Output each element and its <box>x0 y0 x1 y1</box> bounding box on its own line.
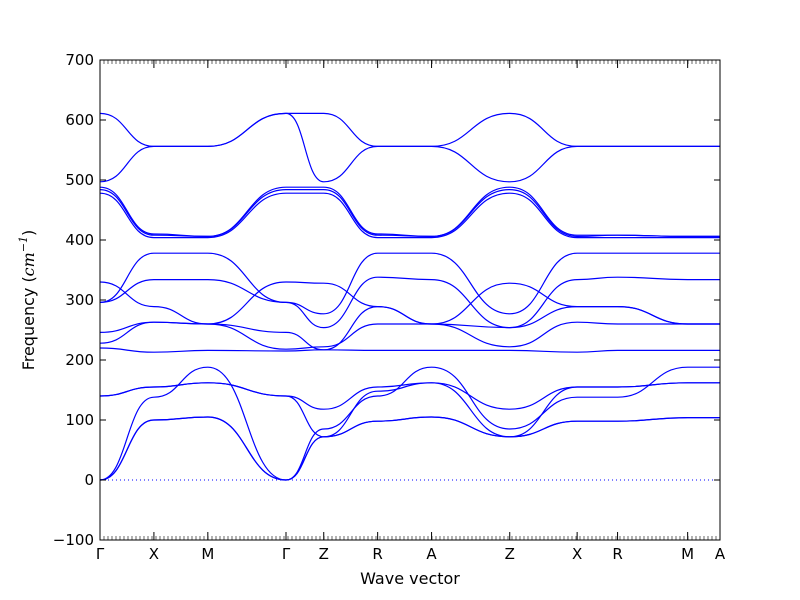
phonon-branch-11 <box>99 281 720 325</box>
x-tick-label: X <box>572 545 582 563</box>
x-tick-label: A <box>426 545 437 563</box>
x-tick-label: Γ <box>96 545 105 563</box>
x-tick-label: M <box>201 545 214 563</box>
phonon-branch-12 <box>99 192 720 239</box>
y-tick-label: 400 <box>65 231 94 249</box>
y-axis-title-exponent: −1 <box>17 236 30 252</box>
series-lines <box>99 112 720 481</box>
y-tick-label: 0 <box>84 471 94 489</box>
x-tick-label: X <box>149 545 159 563</box>
y-axis-title-suffix: ) <box>19 230 38 236</box>
phonon-branch-8 <box>99 305 720 351</box>
phonon-branch-16 <box>99 112 720 183</box>
phonon-branch-3 <box>99 366 720 481</box>
y-tick-label: −100 <box>53 531 94 549</box>
x-tick-label: R <box>612 545 622 563</box>
phonon-branch-6 <box>99 347 720 353</box>
phonon-branch-7 <box>99 321 720 350</box>
x-tick-label: Z <box>505 545 515 563</box>
y-tick-label: 300 <box>65 291 94 309</box>
x-tick-label: A <box>715 545 726 563</box>
y-axis-ticks: −100 0 100 200 300 400 500 600 700 <box>53 51 720 549</box>
phonon-branch-9 <box>99 276 720 329</box>
y-axis-title: Frequency (cm−1) <box>17 230 38 371</box>
x-tick-label: M <box>681 545 694 563</box>
phonon-branch-15 <box>99 112 720 183</box>
y-tick-label: 600 <box>65 111 94 129</box>
phonon-branch-10 <box>99 252 720 315</box>
y-tick-label: 100 <box>65 411 94 429</box>
y-axis-title-prefix: Frequency ( <box>19 276 38 370</box>
phonon-branch-5 <box>99 382 720 438</box>
y-tick-label: 200 <box>65 351 94 369</box>
x-axis-title: Wave vector <box>360 569 460 588</box>
x-tick-label: R <box>372 545 382 563</box>
plot-frame <box>99 59 721 541</box>
x-minor-ticks <box>99 60 721 540</box>
y-axis-title-unit: cm <box>19 252 38 276</box>
y-tick-label: 700 <box>65 51 94 69</box>
phonon-branch-14 <box>99 186 720 238</box>
phonon-branch-1 <box>99 416 720 481</box>
x-tick-label: Z <box>319 545 329 563</box>
y-tick-label: 500 <box>65 171 94 189</box>
phonon-branch-2 <box>99 416 720 481</box>
x-tick-label: Γ <box>282 545 291 563</box>
phonon-branch-13 <box>99 188 720 238</box>
